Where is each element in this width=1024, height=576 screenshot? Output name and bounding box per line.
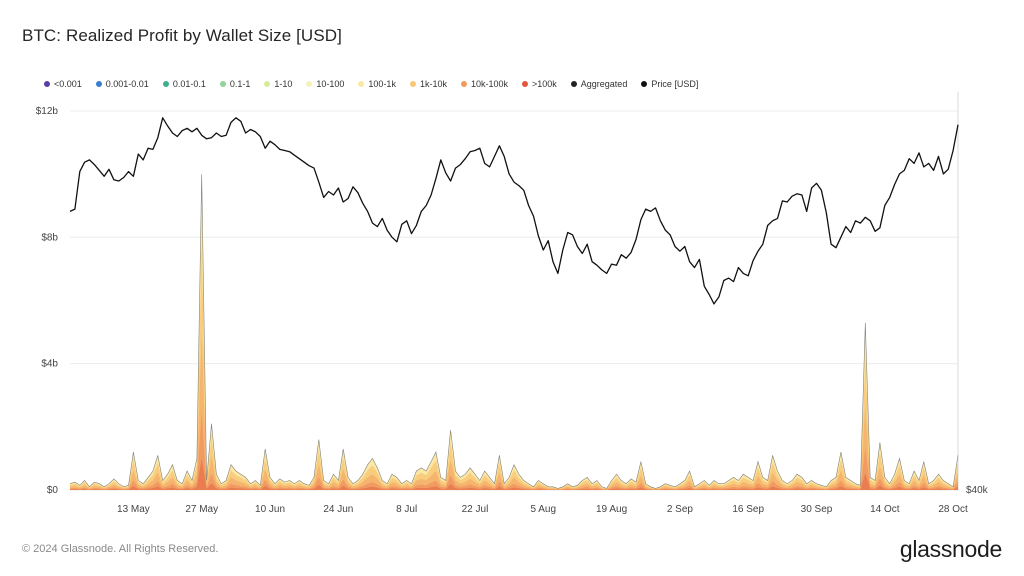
x-tick-label: 2 Sep (667, 504, 694, 515)
x-tick-label: 10 Jun (255, 504, 285, 515)
legend-dot-icon (641, 81, 648, 87)
legend-item[interactable]: 1-10 (264, 79, 292, 89)
glassnode-logo[interactable]: glassnode (899, 536, 1002, 562)
y-tick-label: $4b (41, 359, 58, 370)
legend-dot-icon (264, 81, 271, 87)
x-tick-label: 14 Oct (870, 504, 900, 515)
legend-item[interactable]: Price [USD] (641, 79, 698, 89)
legend-dot-icon (358, 81, 365, 87)
legend-item[interactable]: 0.001-0.01 (95, 79, 149, 89)
x-tick-label: 5 Aug (530, 504, 556, 515)
legend-label: 100-1k (368, 79, 396, 89)
aggregated-area-layer (70, 411, 958, 490)
legend-label: Aggregated (580, 79, 628, 89)
legend-dot-icon (306, 81, 313, 87)
y-tick-label: $0 (47, 485, 59, 496)
x-tick-label: 19 Aug (596, 504, 627, 515)
legend-item[interactable]: <0.001 (44, 79, 82, 89)
legend-label: 0.01-0.1 (172, 79, 206, 89)
aggregated-line (69, 174, 959, 489)
y-tick-label: $12b (36, 106, 59, 117)
legend-label: 10k-100k (470, 79, 508, 89)
legend-label: 1k-10k (419, 79, 447, 89)
legend-dot-icon (95, 81, 102, 87)
aggregated-area-layer (70, 243, 958, 490)
legend-dot-icon (44, 81, 50, 87)
legend-item[interactable]: 10k-100k (460, 79, 508, 89)
chart-title: BTC: Realized Profit by Wallet Size [USD… (22, 26, 342, 45)
legend-label: >100k (532, 79, 557, 89)
x-tick-label: 27 May (185, 504, 218, 515)
x-tick-label: 28 Oct (938, 504, 968, 515)
aggregated-area-layer (70, 332, 958, 490)
legend-dot-icon (522, 81, 528, 87)
legend: <0.001 0.001-0.01 0.01-0.1 0.1-1 1-10 10-100 1… (44, 79, 712, 89)
legend-item[interactable]: 0.1-1 (219, 79, 251, 89)
legend-label: 0.001-0.01 (105, 79, 149, 89)
legend-dot-icon (162, 81, 169, 87)
y-tick-label: $8b (41, 232, 58, 243)
x-tick-label: 13 May (117, 504, 150, 515)
aggregated-area-layer (70, 458, 958, 490)
x-tick-label: 16 Sep (732, 504, 764, 515)
x-tick-label: 8 Jul (396, 504, 417, 515)
copyright-text: © 2024 Glassnode. All Rights Reserved. (22, 543, 219, 555)
price-line (69, 117, 959, 305)
x-tick-label: 22 Jul (462, 504, 489, 515)
x-tick-label: 30 Sep (801, 504, 833, 515)
x-tick-label: 24 Jun (323, 504, 353, 515)
y-right-tick-label: $40k (966, 485, 989, 496)
legend-label: 10-100 (316, 79, 345, 89)
legend-item[interactable]: 0.01-0.1 (162, 79, 206, 89)
legend-dot-icon (570, 81, 577, 87)
legend-item[interactable]: 1k-10k (409, 79, 447, 89)
legend-label: 1-10 (274, 79, 293, 89)
legend-item[interactable]: 10-100 (306, 79, 344, 89)
legend-label: Price [USD] (651, 79, 699, 89)
legend-item[interactable]: 100-1k (358, 79, 396, 89)
legend-item[interactable]: >100k (522, 79, 557, 89)
legend-dot-icon (219, 81, 226, 87)
legend-item[interactable]: Aggregated (570, 79, 628, 89)
legend-dot-icon (409, 81, 416, 87)
legend-label: <0.001 (54, 79, 82, 89)
legend-dot-icon (460, 81, 467, 87)
legend-label: 0.1-1 (229, 79, 251, 89)
